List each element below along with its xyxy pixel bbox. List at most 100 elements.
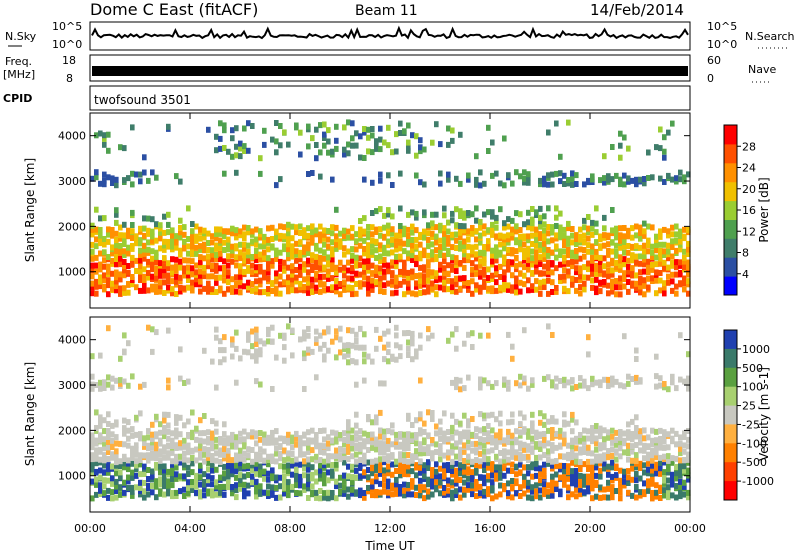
heatmap-cell [298, 267, 303, 274]
heatmap-cell [474, 479, 479, 485]
heatmap-cell [266, 453, 271, 460]
heatmap-cell [222, 127, 227, 134]
heatmap-cell [198, 288, 203, 295]
heatmap-cell [470, 431, 475, 438]
heatmap-cell [110, 244, 115, 251]
heatmap-cell [298, 256, 303, 263]
heatmap-cell [90, 231, 95, 238]
heatmap-cell [266, 476, 271, 483]
heatmap-cell [458, 131, 463, 138]
heatmap-cell [414, 273, 419, 279]
heatmap-cell [154, 413, 159, 420]
heatmap-cell [542, 473, 547, 480]
heatmap-cell [618, 291, 623, 298]
heatmap-cell [510, 217, 515, 224]
heatmap-cell [642, 447, 647, 454]
heatmap-cell [266, 255, 271, 262]
heatmap-cell [282, 243, 287, 250]
heatmap-cell [434, 423, 439, 430]
heatmap-cell [394, 131, 399, 138]
heatmap-cell [526, 457, 531, 463]
velocity-colorbar [723, 329, 738, 501]
heatmap-cell [106, 282, 111, 289]
heatmap-cell [210, 481, 215, 488]
heatmap-cell [186, 264, 191, 271]
heatmap-cell [402, 330, 407, 337]
heatmap-cell [542, 413, 547, 420]
heatmap-cell [346, 463, 351, 470]
heatmap-cell [306, 495, 311, 501]
heatmap-cell [274, 149, 279, 156]
heatmap-cell [646, 237, 651, 244]
heatmap-cell [382, 467, 387, 474]
heatmap-cell [438, 482, 443, 489]
heatmap-cell [398, 344, 403, 351]
heatmap-cell [478, 376, 483, 383]
heatmap-cell [538, 419, 543, 426]
heatmap-cell [270, 258, 275, 265]
heatmap-cell [574, 468, 579, 474]
heatmap-cell [322, 255, 327, 262]
heatmap-cell [622, 430, 627, 437]
heatmap-cell [574, 481, 579, 488]
heatmap-cell [334, 483, 339, 490]
heatmap-cell [618, 495, 623, 502]
heatmap-cell [382, 459, 387, 466]
heatmap-cell [462, 442, 467, 449]
heatmap-cell [490, 479, 495, 486]
heatmap-cell [482, 260, 487, 267]
heatmap-cell [210, 233, 215, 240]
heatmap-cell [90, 280, 95, 287]
heatmap-cell [94, 425, 99, 431]
heatmap-cell [430, 437, 435, 443]
heatmap-cell [542, 246, 547, 253]
heatmap-cell [302, 232, 307, 239]
heatmap-cell [362, 443, 367, 450]
heatmap-cell [562, 453, 567, 460]
heatmap-cell [338, 435, 343, 442]
heatmap-cell [398, 431, 403, 438]
heatmap-cell [114, 211, 119, 218]
heatmap-cell [602, 376, 607, 383]
heatmap-cell [94, 174, 99, 181]
heatmap-cell [490, 258, 495, 265]
heatmap-cell [226, 468, 231, 475]
heatmap-cell [622, 383, 627, 390]
heatmap-cell [326, 453, 331, 460]
heatmap-cell [510, 355, 515, 362]
heatmap-cell [206, 454, 211, 461]
heatmap-cell [618, 254, 623, 261]
heatmap-cell [386, 463, 391, 470]
heatmap-cell [670, 176, 675, 183]
heatmap-cell [98, 417, 103, 424]
heatmap-cell [638, 377, 643, 384]
heatmap-cell [134, 442, 139, 449]
colorbar-segment [724, 181, 737, 202]
heatmap-cell [306, 261, 311, 268]
heatmap-cell [310, 475, 315, 482]
heatmap-cell [346, 424, 351, 431]
heatmap-cell [302, 276, 307, 283]
heatmap-cell [462, 223, 467, 230]
power-y-axis-label: Slant Range [km] [23, 158, 37, 262]
heatmap-cell [618, 181, 623, 188]
heatmap-cell [118, 261, 123, 268]
heatmap-cell [654, 144, 659, 151]
heatmap-cell [338, 291, 343, 298]
heatmap-cell [682, 286, 687, 293]
heatmap-cell [602, 255, 607, 262]
heatmap-cell [306, 346, 311, 353]
heatmap-cell [502, 381, 507, 388]
heatmap-cell [378, 253, 383, 260]
heatmap-cell [110, 431, 115, 438]
heatmap-cell [210, 461, 215, 468]
heatmap-cell [622, 225, 627, 231]
heatmap-cell [222, 122, 227, 129]
heatmap-cell [138, 457, 143, 463]
heatmap-cell [398, 456, 403, 463]
heatmap-cell [274, 256, 279, 262]
heatmap-cell [422, 429, 427, 435]
heatmap-cell [514, 262, 519, 269]
heatmap-cell [438, 244, 443, 250]
